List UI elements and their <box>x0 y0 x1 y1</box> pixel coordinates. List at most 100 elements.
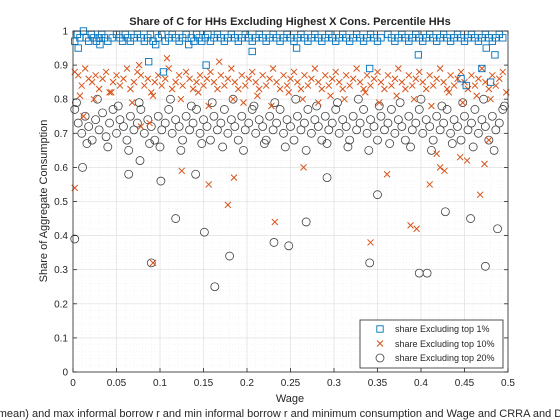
data-point-x <box>476 191 484 199</box>
data-point-circle <box>364 145 374 155</box>
data-point-x <box>356 78 364 86</box>
data-point-x <box>495 75 503 83</box>
data-point-circle <box>77 128 87 138</box>
data-point-circle <box>373 190 382 200</box>
data-point-x <box>205 181 213 188</box>
data-point-circle <box>369 122 379 131</box>
data-point-x <box>290 68 298 76</box>
data-point-x <box>374 68 381 76</box>
data-point-x <box>262 82 270 89</box>
data-point-x <box>186 75 193 83</box>
data-point-x <box>107 89 115 96</box>
data-point-circle <box>87 135 97 145</box>
data-point-circle <box>188 118 198 128</box>
data-point-x <box>163 54 171 62</box>
data-point-circle <box>458 98 468 108</box>
data-point-x <box>140 82 148 89</box>
data-point-circle <box>218 142 228 152</box>
data-point-circle <box>286 122 295 131</box>
data-point-x <box>388 82 395 89</box>
x-tick-label: 0.2 <box>240 378 254 389</box>
data-point-x <box>301 71 308 79</box>
data-point-x <box>234 85 242 93</box>
x-axis-label: Wage <box>276 393 304 405</box>
data-point-x <box>130 78 138 86</box>
data-point-circle <box>477 115 487 125</box>
data-point-circle <box>348 111 358 121</box>
data-point-square <box>462 81 470 90</box>
data-point-x <box>221 82 228 89</box>
x-tick-label: 0.05 <box>107 378 127 389</box>
data-point-circle <box>228 94 238 104</box>
data-point-circle <box>296 125 306 135</box>
data-point-x <box>342 71 350 79</box>
data-point-circle <box>300 118 309 128</box>
data-point-x <box>80 112 87 120</box>
data-point-x <box>168 85 176 93</box>
legend-marker-circle <box>375 353 385 363</box>
y-tick-label: 0 <box>62 368 68 379</box>
data-point-x <box>189 85 197 93</box>
data-point-circle <box>421 115 431 125</box>
data-point-circle <box>171 214 181 223</box>
data-point-circle <box>463 125 473 135</box>
data-point-circle <box>373 135 382 145</box>
data-point-x <box>205 102 213 110</box>
data-point-circle <box>223 128 233 138</box>
y-tick-label: 0.3 <box>54 265 68 276</box>
data-point-circle <box>185 125 194 135</box>
data-point-circle <box>359 105 368 114</box>
data-point-circle <box>279 128 288 138</box>
data-point-square <box>145 58 153 66</box>
data-point-circle <box>352 125 362 135</box>
data-point-x <box>74 71 82 79</box>
data-point-x <box>405 71 413 79</box>
data-point-x <box>214 85 221 93</box>
data-point-x <box>459 99 467 106</box>
data-point-x <box>429 82 437 89</box>
data-point-circle <box>132 118 142 128</box>
data-point-x <box>308 75 315 83</box>
data-point-circle <box>334 128 344 138</box>
data-point-circle <box>166 94 175 104</box>
data-point-x <box>106 89 113 96</box>
data-point-circle <box>310 115 320 125</box>
data-point-x <box>346 82 354 89</box>
data-point-x <box>471 82 479 89</box>
data-point-circle <box>282 115 292 125</box>
data-point-circle <box>199 115 208 125</box>
data-point-circle <box>414 105 424 114</box>
x-tick-label: 0.25 <box>281 378 301 389</box>
data-point-square <box>478 64 486 73</box>
data-point-x <box>252 78 260 86</box>
data-point-square <box>366 64 374 73</box>
legend-label-top1: share Excluding top 1% <box>395 324 490 334</box>
data-point-circle <box>181 111 191 121</box>
data-point-x <box>135 61 143 69</box>
data-point-x <box>440 78 447 86</box>
data-point-circle <box>383 118 393 128</box>
data-point-circle <box>320 111 330 121</box>
data-point-x <box>485 85 493 93</box>
data-point-x <box>436 65 444 72</box>
data-point-circle <box>134 98 144 108</box>
data-point-circle <box>268 125 278 135</box>
data-point-circle <box>233 135 243 145</box>
data-point-circle <box>437 101 447 111</box>
data-point-circle <box>164 105 174 114</box>
data-point-circle <box>192 105 201 114</box>
data-point-circle <box>219 105 229 114</box>
data-point-x <box>381 85 388 93</box>
data-point-x <box>229 95 237 103</box>
data-point-x <box>207 68 214 76</box>
data-point-x <box>230 174 238 181</box>
data-point-circle <box>186 101 196 111</box>
data-point-x <box>395 65 402 72</box>
data-point-x <box>419 78 427 86</box>
data-point-circle <box>155 142 165 152</box>
data-point-circle <box>202 122 212 131</box>
data-point-circle <box>103 142 113 152</box>
data-point-x <box>88 78 96 86</box>
data-point-x <box>349 75 357 83</box>
data-point-circle <box>440 207 450 217</box>
